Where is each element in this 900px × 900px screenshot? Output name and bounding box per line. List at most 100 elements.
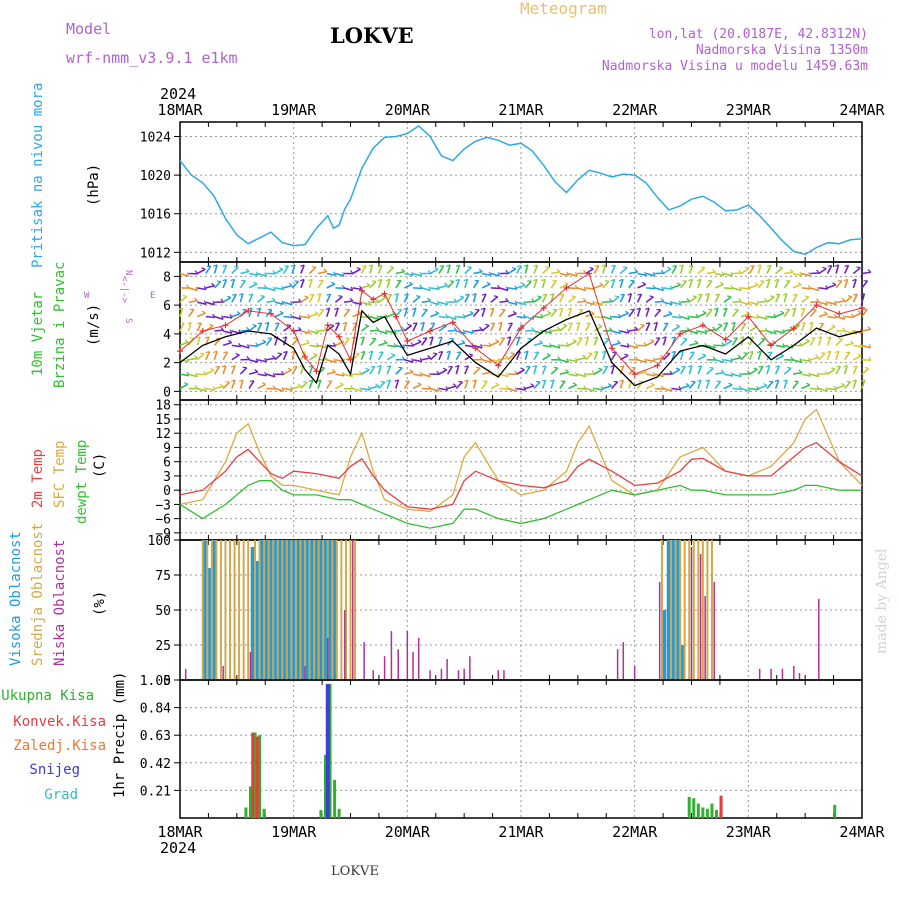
precip-bar-convective	[255, 736, 259, 818]
wind-barb-flag	[411, 358, 414, 363]
wind-barb	[266, 373, 276, 378]
wind-barb	[541, 379, 547, 389]
cloud-bar-low	[622, 642, 625, 680]
wind-barb-flag	[650, 339, 655, 342]
wind-barb	[283, 284, 293, 289]
wind-barb-flag	[758, 365, 763, 368]
wind-barb-flag	[186, 371, 190, 376]
wind-barb-flag	[816, 298, 820, 302]
wind-barb-flag	[764, 327, 768, 332]
precip-bar-total	[696, 803, 700, 818]
wind-barb-flag	[713, 307, 719, 311]
wind-barb	[205, 301, 215, 306]
wind-barb	[766, 351, 773, 361]
wind-barb-flag	[316, 293, 321, 296]
precip-legend-4: Grad	[44, 787, 78, 803]
wind-barb	[637, 358, 647, 364]
wind-barb-flag	[488, 271, 492, 276]
wind-barb	[326, 380, 333, 389]
cloud-bar-mid	[317, 540, 320, 680]
wind-barb	[844, 315, 854, 319]
cloud-bar-low	[327, 638, 329, 680]
wind-barb-flag	[479, 356, 483, 361]
wind-barb-flag	[497, 357, 501, 362]
wind-barb	[317, 293, 322, 303]
wind-barb	[516, 368, 525, 375]
wind-barb-flag	[307, 314, 311, 319]
wind-barb	[663, 301, 673, 306]
gust-marker	[427, 328, 434, 334]
wind-barb	[188, 357, 198, 361]
wind-barb-flag	[434, 266, 439, 270]
wind-barb-flag	[765, 278, 771, 282]
wind-barb	[395, 329, 405, 332]
wind-barb	[594, 315, 604, 319]
wind-barb	[826, 351, 832, 361]
wind-barb	[550, 379, 555, 389]
wind-barb	[577, 387, 587, 390]
wind-barb	[239, 367, 248, 375]
wind-barb	[706, 367, 714, 375]
wind-barb-flag	[852, 278, 857, 282]
wind-barb-flag	[326, 293, 331, 296]
wind-barb-flag	[462, 329, 466, 334]
wind-barb-flag	[386, 365, 391, 368]
wind-barb	[637, 283, 647, 289]
precip-bar-total	[692, 798, 696, 818]
wind-barb	[481, 293, 487, 303]
wind-barb-flag	[442, 367, 448, 371]
wind-barb	[679, 350, 685, 360]
wind-barb-flag	[387, 293, 392, 296]
wind-barb	[585, 301, 595, 306]
cloud-bar-high	[332, 540, 337, 680]
wind-barb-flag	[212, 300, 216, 305]
cloud-bar-low	[818, 598, 820, 680]
wind-barb-flag	[679, 264, 684, 267]
wind-barb-flag	[559, 293, 564, 296]
wind-barb	[334, 307, 339, 317]
wind-barb	[369, 280, 377, 289]
wind-barb-flag	[649, 295, 654, 298]
wind-barb-flag	[568, 322, 573, 325]
time-label: 21MAR	[498, 823, 544, 841]
wind-barb-flag	[427, 297, 432, 302]
wind-barb	[636, 307, 642, 317]
wind-barb	[447, 280, 455, 289]
wind-barb	[689, 315, 699, 319]
wind-barb-flag	[678, 300, 682, 305]
wind-barb-flag	[860, 293, 865, 296]
wind-barb	[723, 358, 733, 363]
wind-barb	[576, 287, 586, 292]
y-tick-label: 6	[163, 299, 171, 314]
wind-barb	[697, 379, 702, 389]
time-label: 19MAR	[271, 823, 317, 841]
y-tick-label: 6	[163, 456, 171, 471]
wind-barb	[239, 379, 244, 389]
wind-barb	[774, 365, 781, 375]
wind-barb	[274, 322, 280, 332]
wind-barb-flag	[808, 321, 813, 325]
wind-barb-flag	[675, 367, 680, 371]
y-tick-label: 1016	[140, 208, 171, 223]
wind-barb-flag	[254, 368, 259, 373]
wind-barb	[619, 266, 628, 275]
precip-bar-total	[248, 786, 252, 818]
cloud-bar-high	[207, 568, 212, 680]
wind-barb-flag	[186, 357, 190, 363]
cloud-bar-low	[440, 668, 443, 680]
temp-label-2: SFC Temp	[52, 441, 68, 508]
wind-barb	[438, 369, 448, 375]
wind-barb-flag	[297, 326, 302, 331]
wind-barb-flag	[283, 350, 288, 354]
wind-barb	[188, 299, 198, 304]
wind-barb	[766, 381, 774, 390]
wind-barb	[317, 379, 322, 389]
wind-barb	[343, 300, 354, 304]
wind-barb	[404, 344, 414, 347]
wind-barb-flag	[797, 282, 802, 286]
wind-barb	[412, 272, 422, 277]
wind-barb-flag	[850, 313, 855, 318]
wind-barb	[809, 287, 820, 292]
wind-barb-flag	[454, 315, 457, 320]
wind-barb	[775, 330, 785, 334]
